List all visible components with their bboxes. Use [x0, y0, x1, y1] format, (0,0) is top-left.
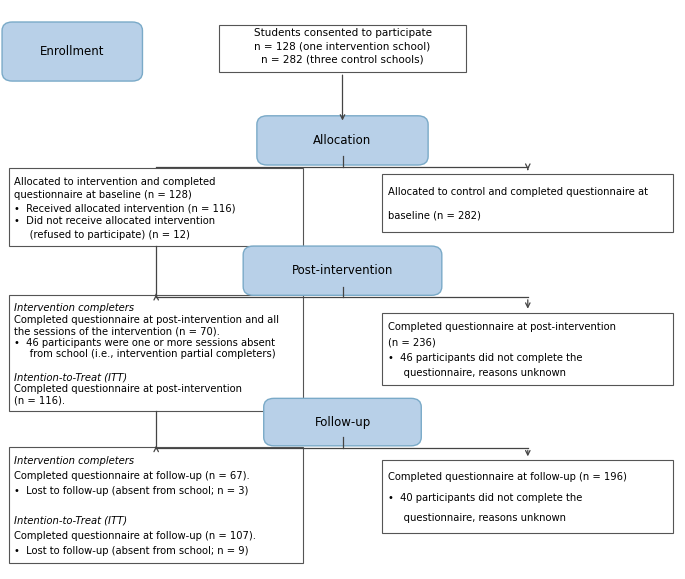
Text: the sessions of the intervention (n = 70).: the sessions of the intervention (n = 70…	[14, 326, 221, 336]
Text: Completed questionnaire at post-intervention: Completed questionnaire at post-interven…	[14, 384, 242, 394]
Text: Enrollment: Enrollment	[40, 45, 105, 58]
Text: Completed questionnaire at follow-up (n = 107).: Completed questionnaire at follow-up (n …	[14, 531, 256, 541]
Text: Students consented to participate: Students consented to participate	[253, 28, 432, 38]
Text: questionnaire, reasons unknown: questionnaire, reasons unknown	[388, 368, 566, 378]
FancyBboxPatch shape	[9, 295, 303, 411]
Text: Allocated to intervention and completed: Allocated to intervention and completed	[14, 177, 216, 186]
Text: Post-intervention: Post-intervention	[292, 264, 393, 277]
FancyBboxPatch shape	[382, 460, 673, 533]
Text: Completed questionnaire at post-intervention and all: Completed questionnaire at post-interven…	[14, 314, 279, 325]
Text: n = 282 (three control schools): n = 282 (three control schools)	[261, 55, 424, 65]
Text: •  Lost to follow-up (absent from school; n = 3): • Lost to follow-up (absent from school;…	[14, 486, 249, 496]
Text: Intervention completers: Intervention completers	[14, 456, 134, 466]
Text: baseline (n = 282): baseline (n = 282)	[388, 210, 481, 221]
Text: Intention-to-Treat (ITT): Intention-to-Treat (ITT)	[14, 516, 127, 526]
Text: questionnaire, reasons unknown: questionnaire, reasons unknown	[388, 513, 566, 523]
FancyBboxPatch shape	[382, 174, 673, 232]
Text: Follow-up: Follow-up	[314, 416, 371, 428]
Text: questionnaire at baseline (n = 128): questionnaire at baseline (n = 128)	[14, 190, 192, 200]
FancyBboxPatch shape	[243, 246, 442, 295]
FancyBboxPatch shape	[264, 398, 421, 446]
FancyBboxPatch shape	[382, 313, 673, 385]
Text: Intervention completers: Intervention completers	[14, 303, 134, 313]
Text: •  46 participants were one or more sessions absent: • 46 participants were one or more sessi…	[14, 338, 275, 348]
Text: Completed questionnaire at post-intervention: Completed questionnaire at post-interven…	[388, 322, 616, 332]
Text: n = 128 (one intervention school): n = 128 (one intervention school)	[254, 42, 431, 52]
FancyBboxPatch shape	[219, 25, 466, 72]
Text: Intention-to-Treat (ITT): Intention-to-Treat (ITT)	[14, 372, 127, 383]
FancyBboxPatch shape	[257, 116, 428, 165]
Text: Completed questionnaire at follow-up (n = 67).: Completed questionnaire at follow-up (n …	[14, 471, 250, 481]
Text: (n = 116).: (n = 116).	[14, 395, 66, 406]
Text: (refused to participate) (n = 12): (refused to participate) (n = 12)	[14, 230, 190, 240]
Text: from school (i.e., intervention partial completers): from school (i.e., intervention partial …	[14, 349, 276, 360]
Text: (n = 236): (n = 236)	[388, 338, 436, 347]
Text: •  Lost to follow-up (absent from school; n = 9): • Lost to follow-up (absent from school;…	[14, 546, 249, 556]
Text: •  Did not receive allocated intervention: • Did not receive allocated intervention	[14, 217, 216, 226]
Text: •  Received allocated intervention (n = 116): • Received allocated intervention (n = 1…	[14, 203, 236, 213]
FancyBboxPatch shape	[2, 22, 142, 81]
FancyBboxPatch shape	[9, 168, 303, 246]
Text: •  46 participants did not complete the: • 46 participants did not complete the	[388, 353, 582, 362]
Text: •  40 participants did not complete the: • 40 participants did not complete the	[388, 493, 582, 503]
Text: Allocated to control and completed questionnaire at: Allocated to control and completed quest…	[388, 187, 648, 197]
FancyBboxPatch shape	[9, 447, 303, 563]
Text: Completed questionnaire at follow-up (n = 196): Completed questionnaire at follow-up (n …	[388, 472, 627, 482]
Text: Allocation: Allocation	[313, 134, 372, 147]
